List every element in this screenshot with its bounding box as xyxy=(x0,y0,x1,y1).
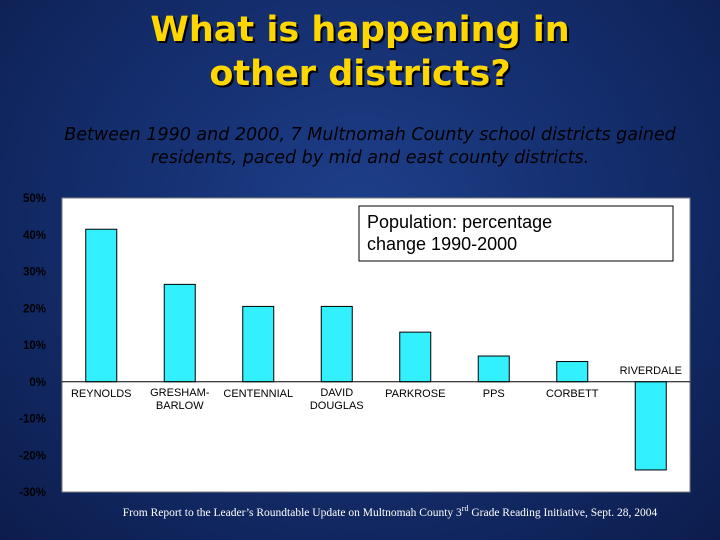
y-tick-label: 50% xyxy=(23,193,46,205)
footnote-superscript: rd xyxy=(461,504,469,513)
slide-title: What is happening in other districts? xyxy=(0,8,720,96)
x-category-label: DAVID DOUGLAS xyxy=(310,387,364,412)
bar xyxy=(163,283,196,383)
source-footnote: From Report to the Leader’s Roundtable U… xyxy=(80,504,700,519)
slide-title-line-2: other districts? xyxy=(209,54,511,94)
y-tick-label: -20% xyxy=(19,450,46,462)
y-tick-label: 10% xyxy=(23,340,46,352)
y-tick-label: 20% xyxy=(23,303,46,315)
chart-title-box-frame xyxy=(358,205,674,262)
bar xyxy=(556,361,589,383)
y-tick-label: 0% xyxy=(29,377,46,389)
x-category-label: CORBETT xyxy=(546,388,599,400)
slide-title-line-1: What is happening in xyxy=(150,10,570,50)
bar xyxy=(320,305,353,383)
bar xyxy=(399,331,432,383)
x-category-label: CENTENNIAL xyxy=(223,388,293,400)
chart-title-box: Population: percentage change 1990-2000 xyxy=(358,205,674,262)
bar xyxy=(85,228,118,383)
bar xyxy=(242,305,275,383)
x-category-label: GRESHAM-BARLOW xyxy=(150,387,210,412)
y-tick-label: 30% xyxy=(23,267,46,279)
y-tick-label: -10% xyxy=(19,414,46,426)
bar xyxy=(634,381,667,471)
bar xyxy=(477,355,510,383)
y-tick-label: 40% xyxy=(23,230,46,242)
x-category-label: PARKROSE xyxy=(385,388,445,400)
bars xyxy=(85,228,667,471)
x-category-label: RIVERDALE xyxy=(620,365,682,377)
footnote-text-start: From Report to the Leader’s Roundtable U… xyxy=(122,506,462,519)
slide-subtitle-line-1: Between 1990 and 2000, 7 Multnomah Count… xyxy=(64,125,676,145)
y-axis: 50% 40% 30% 20% 10% 0% -10% -20% -30% xyxy=(19,193,46,499)
x-category-label: REYNOLDS xyxy=(71,388,132,400)
category-labels: REYNOLDS GRESHAM-BARLOW CENTENNIAL DAVID DOU… xyxy=(71,365,682,412)
slide-subtitle: Between 1990 and 2000, 7 Multnomah Count… xyxy=(40,124,700,170)
y-tick-label: -30% xyxy=(19,487,46,499)
slide-subtitle-line-2: residents, paced by mid and east county … xyxy=(150,148,590,168)
footnote-text-end: Grade Reading Initiative, Sept. 28, 2004 xyxy=(468,506,658,519)
x-category-label: PPS xyxy=(483,388,505,400)
chart-title: Population: percentage change 1990-2000 xyxy=(367,212,552,254)
